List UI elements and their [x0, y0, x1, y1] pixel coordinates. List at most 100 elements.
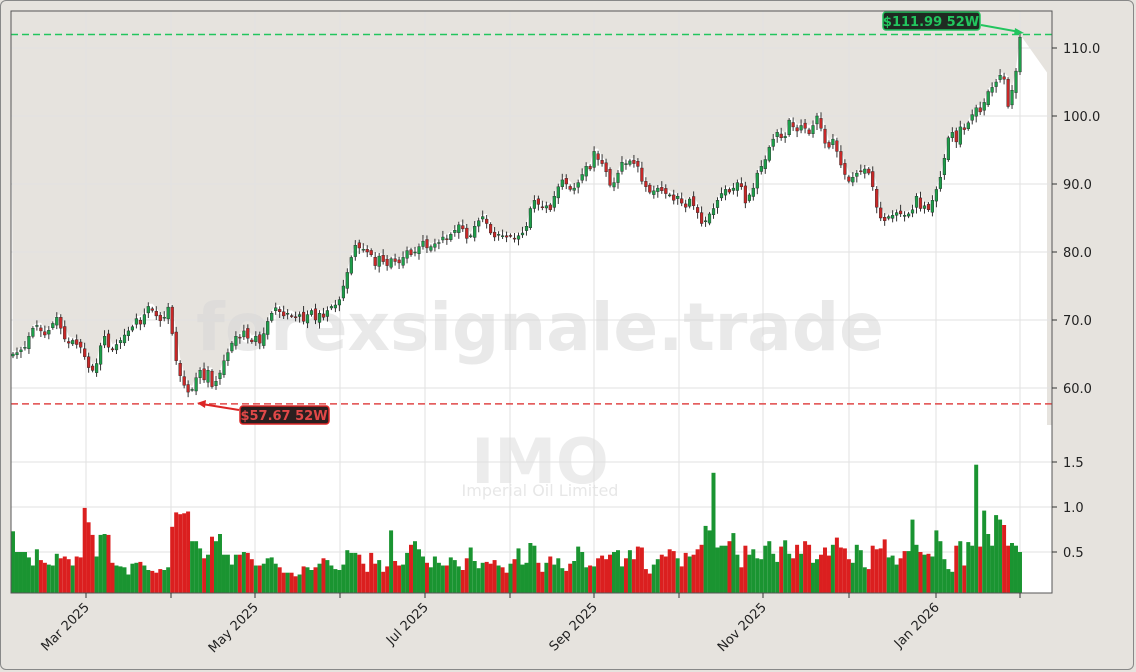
volume-bar-down: [624, 558, 628, 593]
candle-down: [182, 376, 186, 386]
high-52w-arrow: [980, 24, 1021, 33]
candle-down: [425, 239, 429, 249]
candle-up: [309, 310, 314, 315]
volume-bar-up: [675, 558, 680, 593]
volume-bar-up: [516, 548, 521, 593]
candle-down: [278, 309, 282, 312]
candle-up: [907, 213, 911, 217]
volume-bar-up: [950, 571, 955, 593]
candle-up: [994, 81, 998, 87]
candle-up: [934, 189, 938, 202]
volume-bar-up: [862, 567, 867, 593]
volume-bar-down: [373, 563, 378, 593]
candle-down: [445, 238, 449, 240]
candle-up: [166, 306, 170, 320]
candle-down: [67, 341, 71, 344]
candle-up: [946, 137, 950, 161]
volume-bar-up: [345, 550, 350, 593]
price-tick-label: 60.0: [1063, 382, 1092, 397]
candle-down: [170, 306, 174, 334]
volume-bar-down: [739, 567, 744, 593]
candle-up: [986, 91, 990, 106]
low-52w-label: $57.67 52W: [240, 409, 327, 424]
volume-bar-up: [751, 549, 756, 593]
volume-bar-up: [329, 565, 334, 593]
volume-bar-up: [317, 563, 322, 593]
volume-bar-up: [233, 554, 238, 593]
watermark: forexsignale.trade: [196, 289, 884, 366]
high-52w-label: $111.99 52W: [883, 15, 979, 30]
candle-up: [612, 182, 616, 188]
volume-bar-up: [703, 525, 708, 593]
volume-bar-down: [257, 565, 262, 593]
candle-up: [305, 314, 310, 324]
volume-bar-down: [588, 565, 593, 593]
candle-up: [262, 333, 266, 346]
candle-up: [707, 213, 712, 224]
candle-down: [369, 250, 373, 255]
candle-up: [98, 345, 103, 365]
volume-bar-up: [30, 565, 35, 593]
candle-down: [644, 181, 648, 187]
volume-bar-up: [198, 548, 203, 593]
volume-bar-down: [393, 561, 398, 593]
volume-bar-up: [651, 564, 656, 593]
volume-bar-up: [922, 554, 927, 593]
candle-up: [11, 353, 15, 357]
volume-bar-down: [568, 563, 573, 593]
candle-up: [437, 242, 441, 244]
volume-bar-up: [421, 556, 425, 593]
volume-bar-up: [830, 544, 835, 593]
candle-up: [799, 125, 803, 131]
volume-bar-up: [417, 549, 421, 593]
candle-down: [918, 197, 923, 209]
volume-bar-down: [178, 514, 183, 593]
volume-bar-up: [305, 567, 310, 593]
candle-up: [930, 200, 934, 213]
candle-down: [648, 184, 652, 193]
candle-up: [401, 257, 405, 266]
candle-up: [190, 389, 194, 391]
volume-bar-down: [484, 561, 489, 593]
candle-down: [493, 231, 497, 238]
candle-up: [767, 147, 771, 161]
volume-bar-up: [428, 567, 433, 593]
candle-up: [783, 136, 787, 138]
candle-down: [807, 129, 811, 134]
candle-down: [210, 370, 214, 387]
volume-bar-up: [858, 550, 863, 593]
candle-up: [974, 107, 978, 117]
volume-bar-down: [313, 567, 318, 593]
volume-bar-up: [767, 541, 772, 593]
volume-bar-up: [98, 534, 103, 593]
candle-up: [457, 224, 461, 233]
candle-up: [222, 360, 226, 375]
volume-bar-up: [405, 552, 410, 593]
candle-down: [978, 107, 982, 113]
candle-down: [385, 258, 389, 266]
candle-up: [910, 209, 915, 214]
volume-bar-down: [691, 554, 696, 593]
candle-down: [568, 186, 572, 190]
volume-bar-up: [799, 553, 804, 593]
candle-down: [154, 311, 158, 317]
volume-bar-up: [1018, 552, 1022, 593]
volume-bar-up: [811, 562, 815, 593]
volume-bar-up: [472, 561, 477, 593]
candle-up: [759, 166, 763, 172]
volume-bar-down: [564, 570, 569, 593]
volume-bar-up: [285, 572, 290, 593]
candle-down: [779, 133, 783, 138]
candle-up: [966, 122, 970, 130]
volume-bars: [11, 464, 1022, 593]
volume-bar-up: [520, 564, 525, 593]
volume-bar-up: [436, 562, 441, 593]
candle-up: [130, 326, 134, 331]
volume-bar-up: [241, 552, 246, 593]
volume-bar-down: [381, 571, 386, 593]
volume-bar-down: [425, 562, 429, 593]
volume-bar-up: [906, 551, 911, 593]
candle-down: [59, 317, 63, 329]
volume-bar-up: [452, 560, 457, 593]
volume-bar-down: [548, 556, 553, 593]
